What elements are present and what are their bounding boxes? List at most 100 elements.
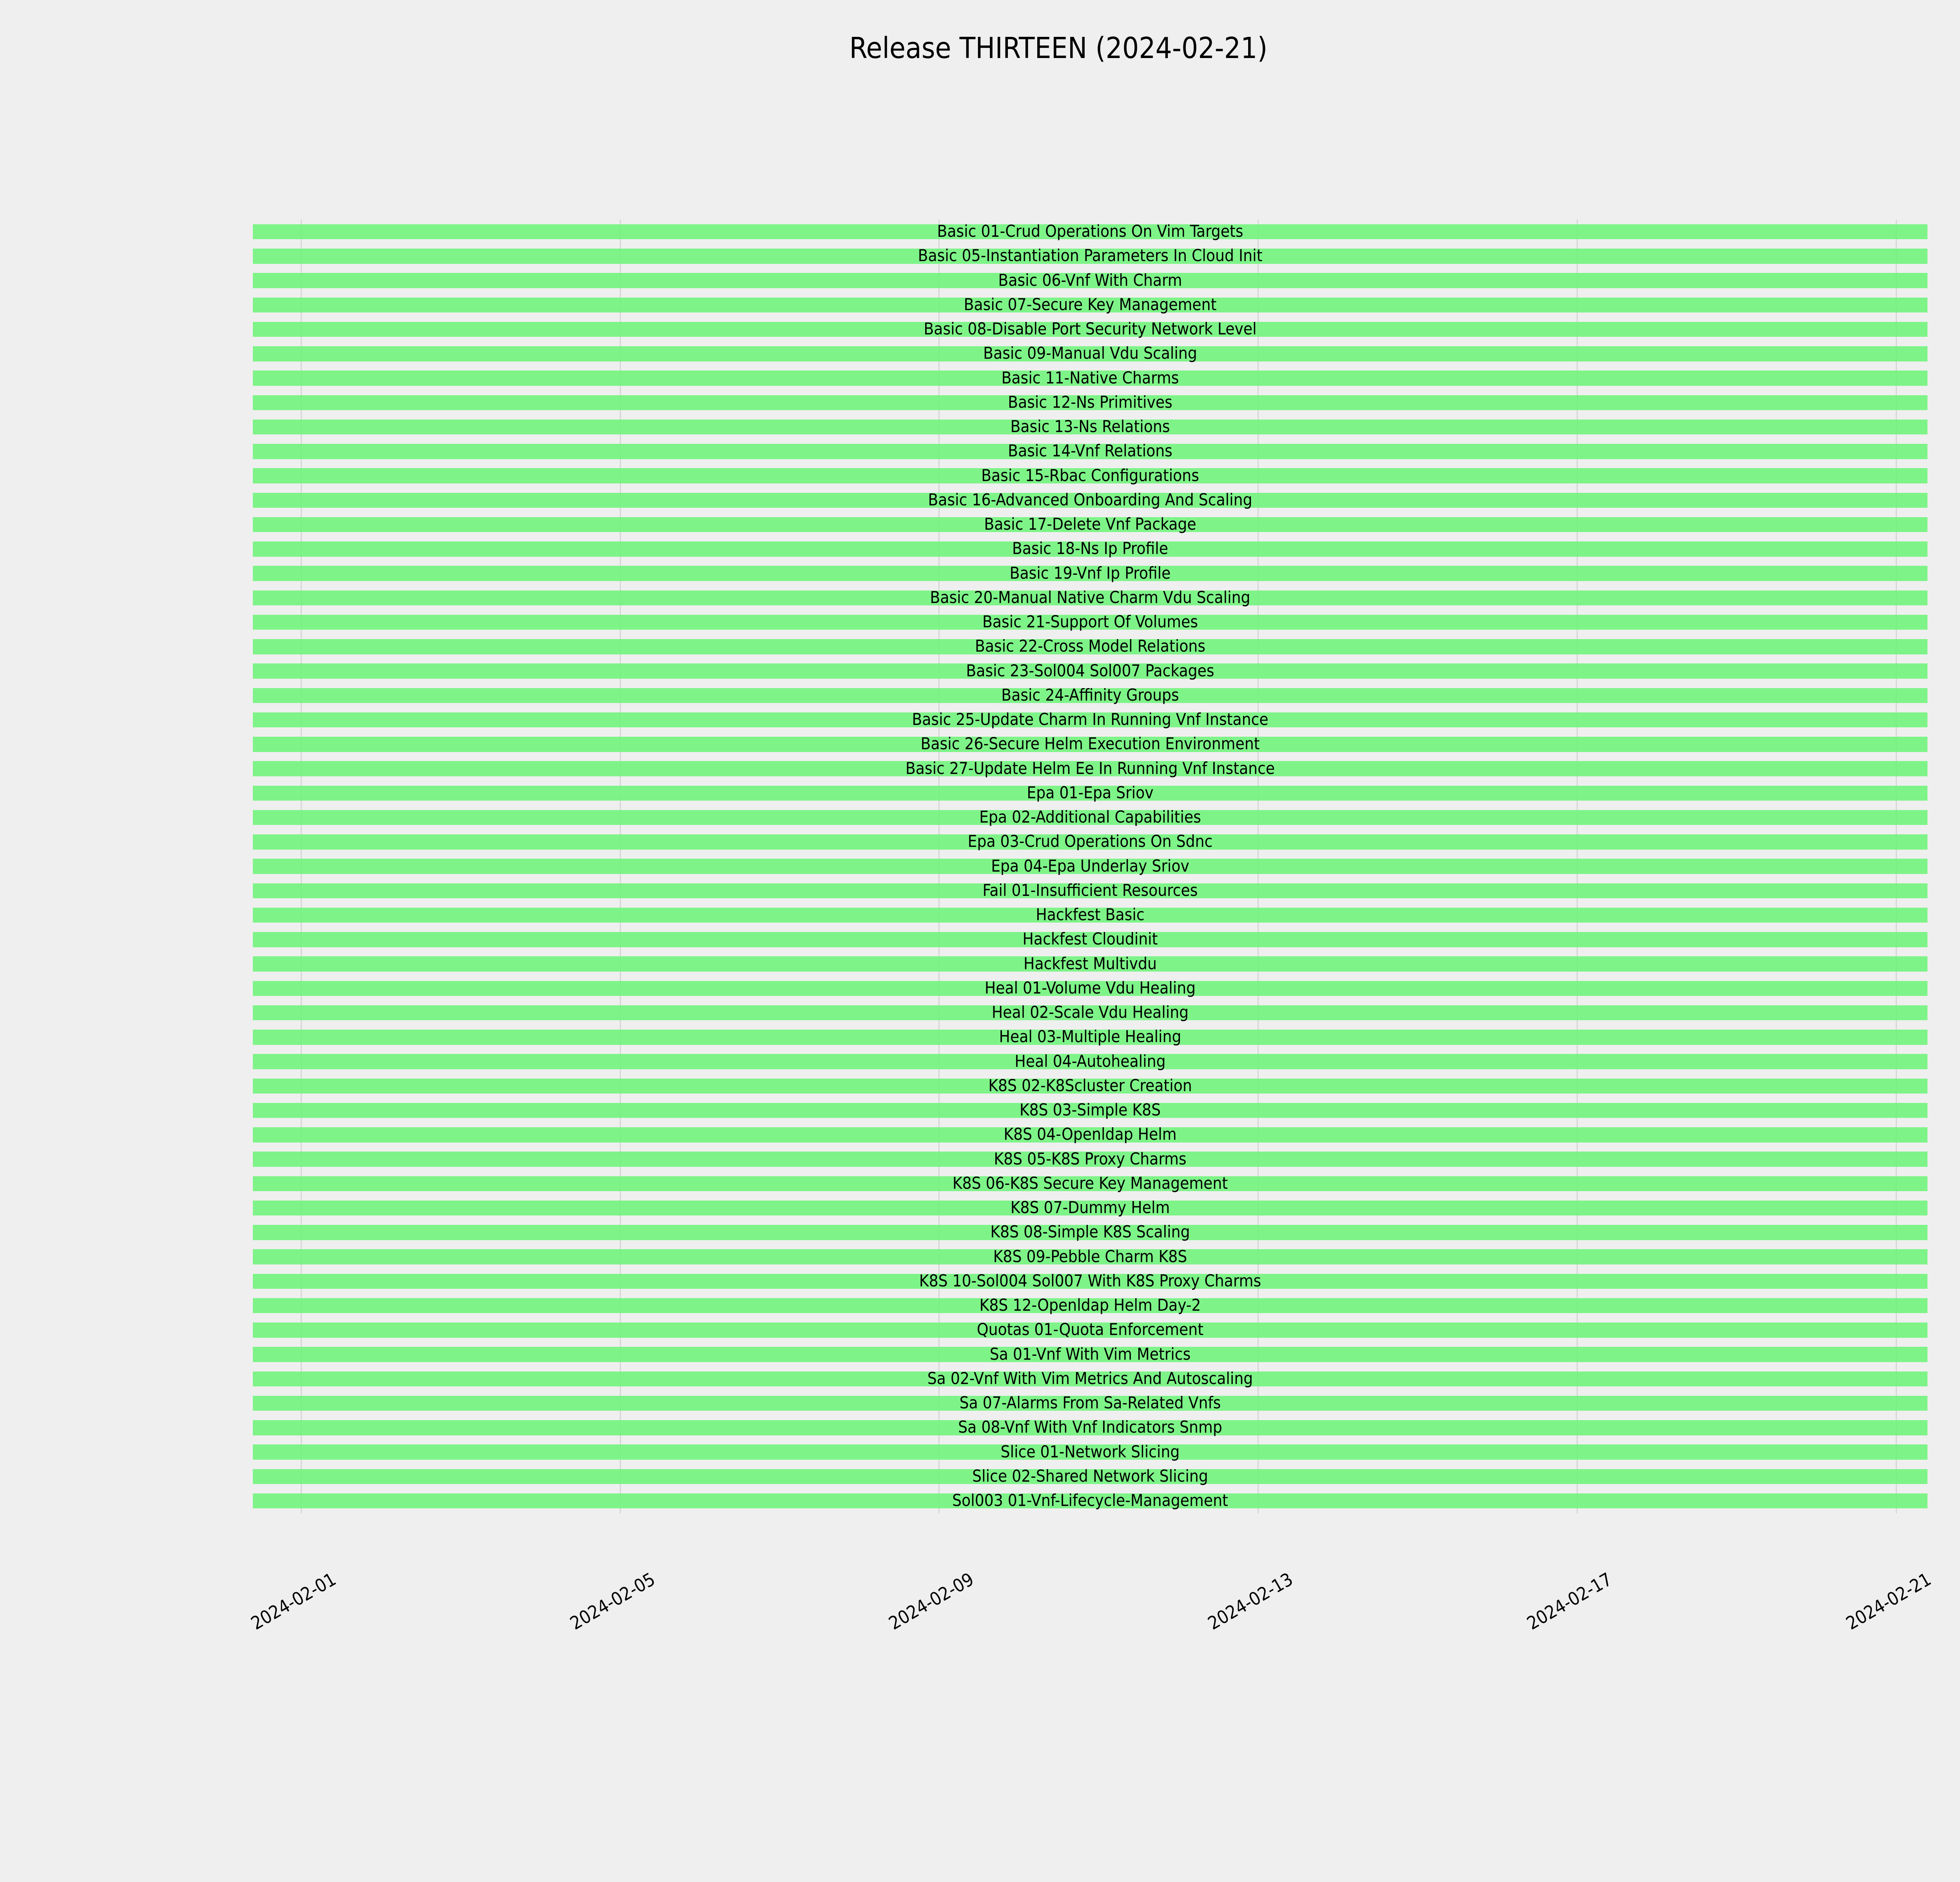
task-bar[interactable] [253, 1176, 1927, 1192]
bar-row[interactable]: Basic 24-Affinity Groups [253, 683, 1927, 708]
task-bar[interactable] [253, 1225, 1927, 1240]
bar-row[interactable]: Sa 01-Vnf With Vim Metrics [253, 1342, 1927, 1367]
task-bar[interactable] [253, 1030, 1927, 1045]
task-bar[interactable] [253, 1249, 1927, 1264]
bar-row[interactable]: Epa 01-Epa Sriov [253, 781, 1927, 805]
bar-row[interactable]: Basic 01-Crud Operations On Vim Targets [253, 220, 1927, 244]
bar-row[interactable]: Basic 13-Ns Relations [253, 415, 1927, 439]
task-bar[interactable] [253, 614, 1927, 630]
task-bar[interactable] [253, 907, 1927, 923]
bar-row[interactable]: Sol003 01-Vnf-Lifecycle-Management [253, 1489, 1927, 1513]
bar-row[interactable]: Basic 20-Manual Native Charm Vdu Scaling [253, 586, 1927, 610]
bar-row[interactable]: K8S 03-Simple K8S [253, 1098, 1927, 1123]
task-bar[interactable] [253, 395, 1927, 411]
bar-row[interactable]: K8S 10-Sol004 Sol007 With K8S Proxy Char… [253, 1269, 1927, 1293]
task-bar[interactable] [253, 492, 1927, 508]
bar-row[interactable]: Basic 23-Sol004 Sol007 Packages [253, 659, 1927, 683]
bar-row[interactable]: Basic 14-Vnf Relations [253, 439, 1927, 463]
task-bar[interactable] [253, 712, 1927, 728]
bar-row[interactable]: Epa 04-Epa Underlay Sriov [253, 854, 1927, 879]
task-bar[interactable] [253, 688, 1927, 703]
task-bar[interactable] [253, 249, 1927, 264]
task-bar[interactable] [253, 1005, 1927, 1021]
bar-row[interactable]: Heal 04-Autohealing [253, 1050, 1927, 1074]
task-bar[interactable] [253, 1054, 1927, 1069]
task-bar[interactable] [253, 737, 1927, 752]
task-bar[interactable] [253, 1420, 1927, 1435]
task-bar[interactable] [253, 663, 1927, 679]
task-bar[interactable] [253, 273, 1927, 288]
task-bar[interactable] [253, 517, 1927, 532]
task-bar[interactable] [253, 541, 1927, 557]
bar-row[interactable]: K8S 09-Pebble Charm K8S [253, 1245, 1927, 1269]
task-bar[interactable] [253, 566, 1927, 581]
bar-row[interactable]: Sa 02-Vnf With Vim Metrics And Autoscali… [253, 1367, 1927, 1391]
task-bar[interactable] [253, 1493, 1927, 1509]
task-bar[interactable] [253, 1273, 1927, 1289]
bar-row[interactable]: K8S 04-Openldap Helm [253, 1123, 1927, 1147]
task-bar[interactable] [253, 322, 1927, 337]
bar-row[interactable]: Fail 01-Insufficient Resources [253, 879, 1927, 903]
task-bar[interactable] [253, 1200, 1927, 1216]
bar-row[interactable]: Basic 27-Update Helm Ee In Running Vnf I… [253, 757, 1927, 781]
task-bar[interactable] [253, 419, 1927, 435]
bar-row[interactable]: Basic 05-Instantiation Parameters In Clo… [253, 244, 1927, 268]
bar-row[interactable]: Basic 09-Manual Vdu Scaling [253, 342, 1927, 366]
task-bar[interactable] [253, 1469, 1927, 1484]
task-bar[interactable] [253, 981, 1927, 996]
bar-row[interactable]: Basic 17-Delete Vnf Package [253, 512, 1927, 537]
task-bar[interactable] [253, 224, 1927, 240]
bar-row[interactable]: K8S 05-K8S Proxy Charms [253, 1147, 1927, 1172]
task-bar[interactable] [253, 785, 1927, 801]
task-bar[interactable] [253, 468, 1927, 483]
task-bar[interactable] [253, 1371, 1927, 1387]
bar-row[interactable]: Basic 07-Secure Key Management [253, 293, 1927, 317]
bar-row[interactable]: Basic 25-Update Charm In Running Vnf Ins… [253, 708, 1927, 732]
bar-row[interactable]: Sa 08-Vnf With Vnf Indicators Snmp [253, 1415, 1927, 1440]
task-bar[interactable] [253, 932, 1927, 947]
task-bar[interactable] [253, 1103, 1927, 1118]
task-bar[interactable] [253, 639, 1927, 654]
task-bar[interactable] [253, 883, 1927, 899]
task-bar[interactable] [253, 1127, 1927, 1143]
bar-row[interactable]: K8S 08-Simple K8S Scaling [253, 1220, 1927, 1244]
bar-row[interactable]: Epa 02-Additional Capabilities [253, 805, 1927, 830]
bar-row[interactable]: Basic 06-Vnf With Charm [253, 269, 1927, 293]
task-bar[interactable] [253, 444, 1927, 459]
bar-row[interactable]: Basic 26-Secure Helm Execution Environme… [253, 732, 1927, 756]
bar-row[interactable]: K8S 06-K8S Secure Key Management [253, 1172, 1927, 1196]
bar-row[interactable]: Heal 03-Multiple Healing [253, 1025, 1927, 1049]
bar-row[interactable]: Hackfest Multivdu [253, 952, 1927, 976]
bar-row[interactable]: Basic 11-Native Charms [253, 366, 1927, 391]
bar-row[interactable]: Quotas 01-Quota Enforcement [253, 1318, 1927, 1342]
bar-row[interactable]: Slice 01-Network Slicing [253, 1440, 1927, 1464]
bar-row[interactable]: Basic 22-Cross Model Relations [253, 634, 1927, 659]
bar-row[interactable]: Basic 18-Ns Ip Profile [253, 537, 1927, 561]
bar-row[interactable]: Basic 08-Disable Port Security Network L… [253, 317, 1927, 342]
task-bar[interactable] [253, 297, 1927, 313]
task-bar[interactable] [253, 956, 1927, 972]
bar-row[interactable]: K8S 07-Dummy Helm [253, 1196, 1927, 1220]
task-bar[interactable] [253, 1322, 1927, 1338]
task-bar[interactable] [253, 590, 1927, 606]
bar-row[interactable]: Basic 15-Rbac Configurations [253, 464, 1927, 488]
task-bar[interactable] [253, 761, 1927, 776]
task-bar[interactable] [253, 1298, 1927, 1313]
bar-row[interactable]: Basic 21-Support Of Volumes [253, 610, 1927, 634]
bar-row[interactable]: Heal 02-Scale Vdu Healing [253, 1001, 1927, 1025]
task-bar[interactable] [253, 1078, 1927, 1094]
bar-row[interactable]: Heal 01-Volume Vdu Healing [253, 976, 1927, 1001]
bar-row[interactable]: Basic 16-Advanced Onboarding And Scaling [253, 488, 1927, 512]
bar-row[interactable]: Basic 19-Vnf Ip Profile [253, 561, 1927, 586]
task-bar[interactable] [253, 1347, 1927, 1362]
task-bar[interactable] [253, 810, 1927, 825]
task-bar[interactable] [253, 1152, 1927, 1167]
bar-row[interactable]: Slice 02-Shared Network Slicing [253, 1464, 1927, 1489]
task-bar[interactable] [253, 1395, 1927, 1411]
task-bar[interactable] [253, 371, 1927, 386]
task-bar[interactable] [253, 834, 1927, 850]
bar-row[interactable]: Hackfest Cloudinit [253, 927, 1927, 952]
task-bar[interactable] [253, 346, 1927, 362]
bar-row[interactable]: K8S 12-Openldap Helm Day-2 [253, 1293, 1927, 1318]
bar-row[interactable]: Epa 03-Crud Operations On Sdnc [253, 830, 1927, 854]
